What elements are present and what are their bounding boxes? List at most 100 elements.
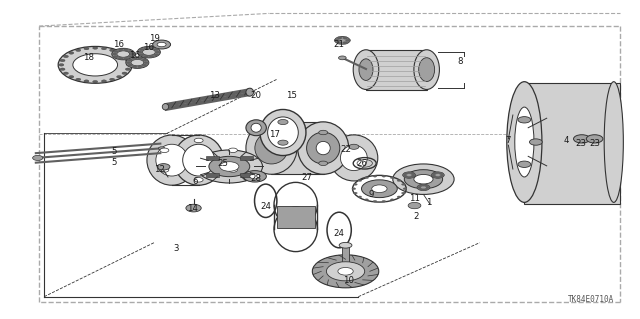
Bar <box>276 205 315 228</box>
Circle shape <box>154 48 159 51</box>
Circle shape <box>390 199 394 201</box>
Circle shape <box>109 78 115 81</box>
Circle shape <box>586 135 603 143</box>
Circle shape <box>127 63 132 66</box>
Circle shape <box>194 178 203 182</box>
Circle shape <box>209 156 250 177</box>
Circle shape <box>362 180 397 197</box>
Circle shape <box>139 54 144 56</box>
Circle shape <box>417 184 430 191</box>
Bar <box>366 50 427 90</box>
Circle shape <box>84 80 89 82</box>
Circle shape <box>60 59 65 62</box>
Circle shape <box>228 148 237 152</box>
Text: 2: 2 <box>413 212 419 221</box>
Circle shape <box>342 41 348 44</box>
Ellipse shape <box>173 135 223 185</box>
Ellipse shape <box>182 144 214 176</box>
Circle shape <box>118 57 123 60</box>
Circle shape <box>397 180 401 182</box>
Circle shape <box>518 161 531 167</box>
Circle shape <box>160 148 169 152</box>
Ellipse shape <box>147 135 196 185</box>
Text: 21: 21 <box>333 40 345 49</box>
Circle shape <box>422 184 426 186</box>
Bar <box>206 156 218 160</box>
Circle shape <box>128 50 133 53</box>
Circle shape <box>63 72 68 75</box>
Circle shape <box>365 199 369 201</box>
Circle shape <box>125 68 131 70</box>
Circle shape <box>250 174 260 179</box>
Circle shape <box>419 188 422 190</box>
Circle shape <box>160 168 169 172</box>
Text: 1: 1 <box>426 198 431 207</box>
Circle shape <box>93 80 98 83</box>
Circle shape <box>431 172 444 178</box>
Circle shape <box>138 57 143 60</box>
Circle shape <box>84 47 89 50</box>
Circle shape <box>346 39 351 42</box>
Circle shape <box>433 176 436 178</box>
Circle shape <box>154 54 159 56</box>
Text: 16: 16 <box>143 42 154 52</box>
Circle shape <box>436 172 440 174</box>
Circle shape <box>127 64 132 67</box>
Circle shape <box>138 47 161 58</box>
Ellipse shape <box>251 123 261 132</box>
Text: 4: 4 <box>563 136 568 145</box>
Circle shape <box>143 49 156 55</box>
Circle shape <box>401 183 405 185</box>
Circle shape <box>112 48 135 60</box>
Text: 20: 20 <box>251 92 262 100</box>
Ellipse shape <box>307 132 340 164</box>
Circle shape <box>397 196 401 198</box>
Text: 11: 11 <box>409 194 420 203</box>
Circle shape <box>425 185 429 187</box>
Circle shape <box>156 51 161 53</box>
Text: 25: 25 <box>218 159 228 168</box>
Circle shape <box>412 174 415 176</box>
Ellipse shape <box>359 59 373 80</box>
Circle shape <box>157 42 166 47</box>
Text: 16: 16 <box>113 40 124 49</box>
Text: 28: 28 <box>251 174 262 183</box>
Text: 9: 9 <box>369 190 374 199</box>
Ellipse shape <box>255 132 288 164</box>
Text: 12: 12 <box>154 165 164 174</box>
Circle shape <box>419 185 422 187</box>
Ellipse shape <box>340 145 367 171</box>
Polygon shape <box>524 83 620 204</box>
Circle shape <box>63 55 68 58</box>
Circle shape <box>358 180 362 182</box>
Ellipse shape <box>268 117 298 148</box>
Circle shape <box>439 173 443 174</box>
Circle shape <box>278 120 288 124</box>
Circle shape <box>142 59 147 61</box>
Circle shape <box>186 204 201 212</box>
Text: 17: 17 <box>269 130 280 138</box>
Text: 15: 15 <box>286 92 297 100</box>
Circle shape <box>138 66 143 68</box>
Ellipse shape <box>339 242 352 248</box>
Circle shape <box>407 176 411 178</box>
Circle shape <box>401 192 405 194</box>
Text: 27: 27 <box>301 174 313 182</box>
Circle shape <box>334 39 339 42</box>
Ellipse shape <box>156 144 188 176</box>
Circle shape <box>390 177 394 179</box>
Circle shape <box>433 173 436 174</box>
Text: 23: 23 <box>589 139 600 148</box>
Circle shape <box>358 196 362 198</box>
Circle shape <box>342 37 348 39</box>
Circle shape <box>194 138 203 143</box>
Text: 8: 8 <box>458 56 463 65</box>
Ellipse shape <box>330 135 378 181</box>
Circle shape <box>130 53 135 55</box>
Circle shape <box>149 55 154 58</box>
Circle shape <box>128 56 133 58</box>
Circle shape <box>422 189 426 191</box>
Circle shape <box>109 49 115 52</box>
Text: 5: 5 <box>111 147 117 156</box>
Ellipse shape <box>515 107 534 177</box>
